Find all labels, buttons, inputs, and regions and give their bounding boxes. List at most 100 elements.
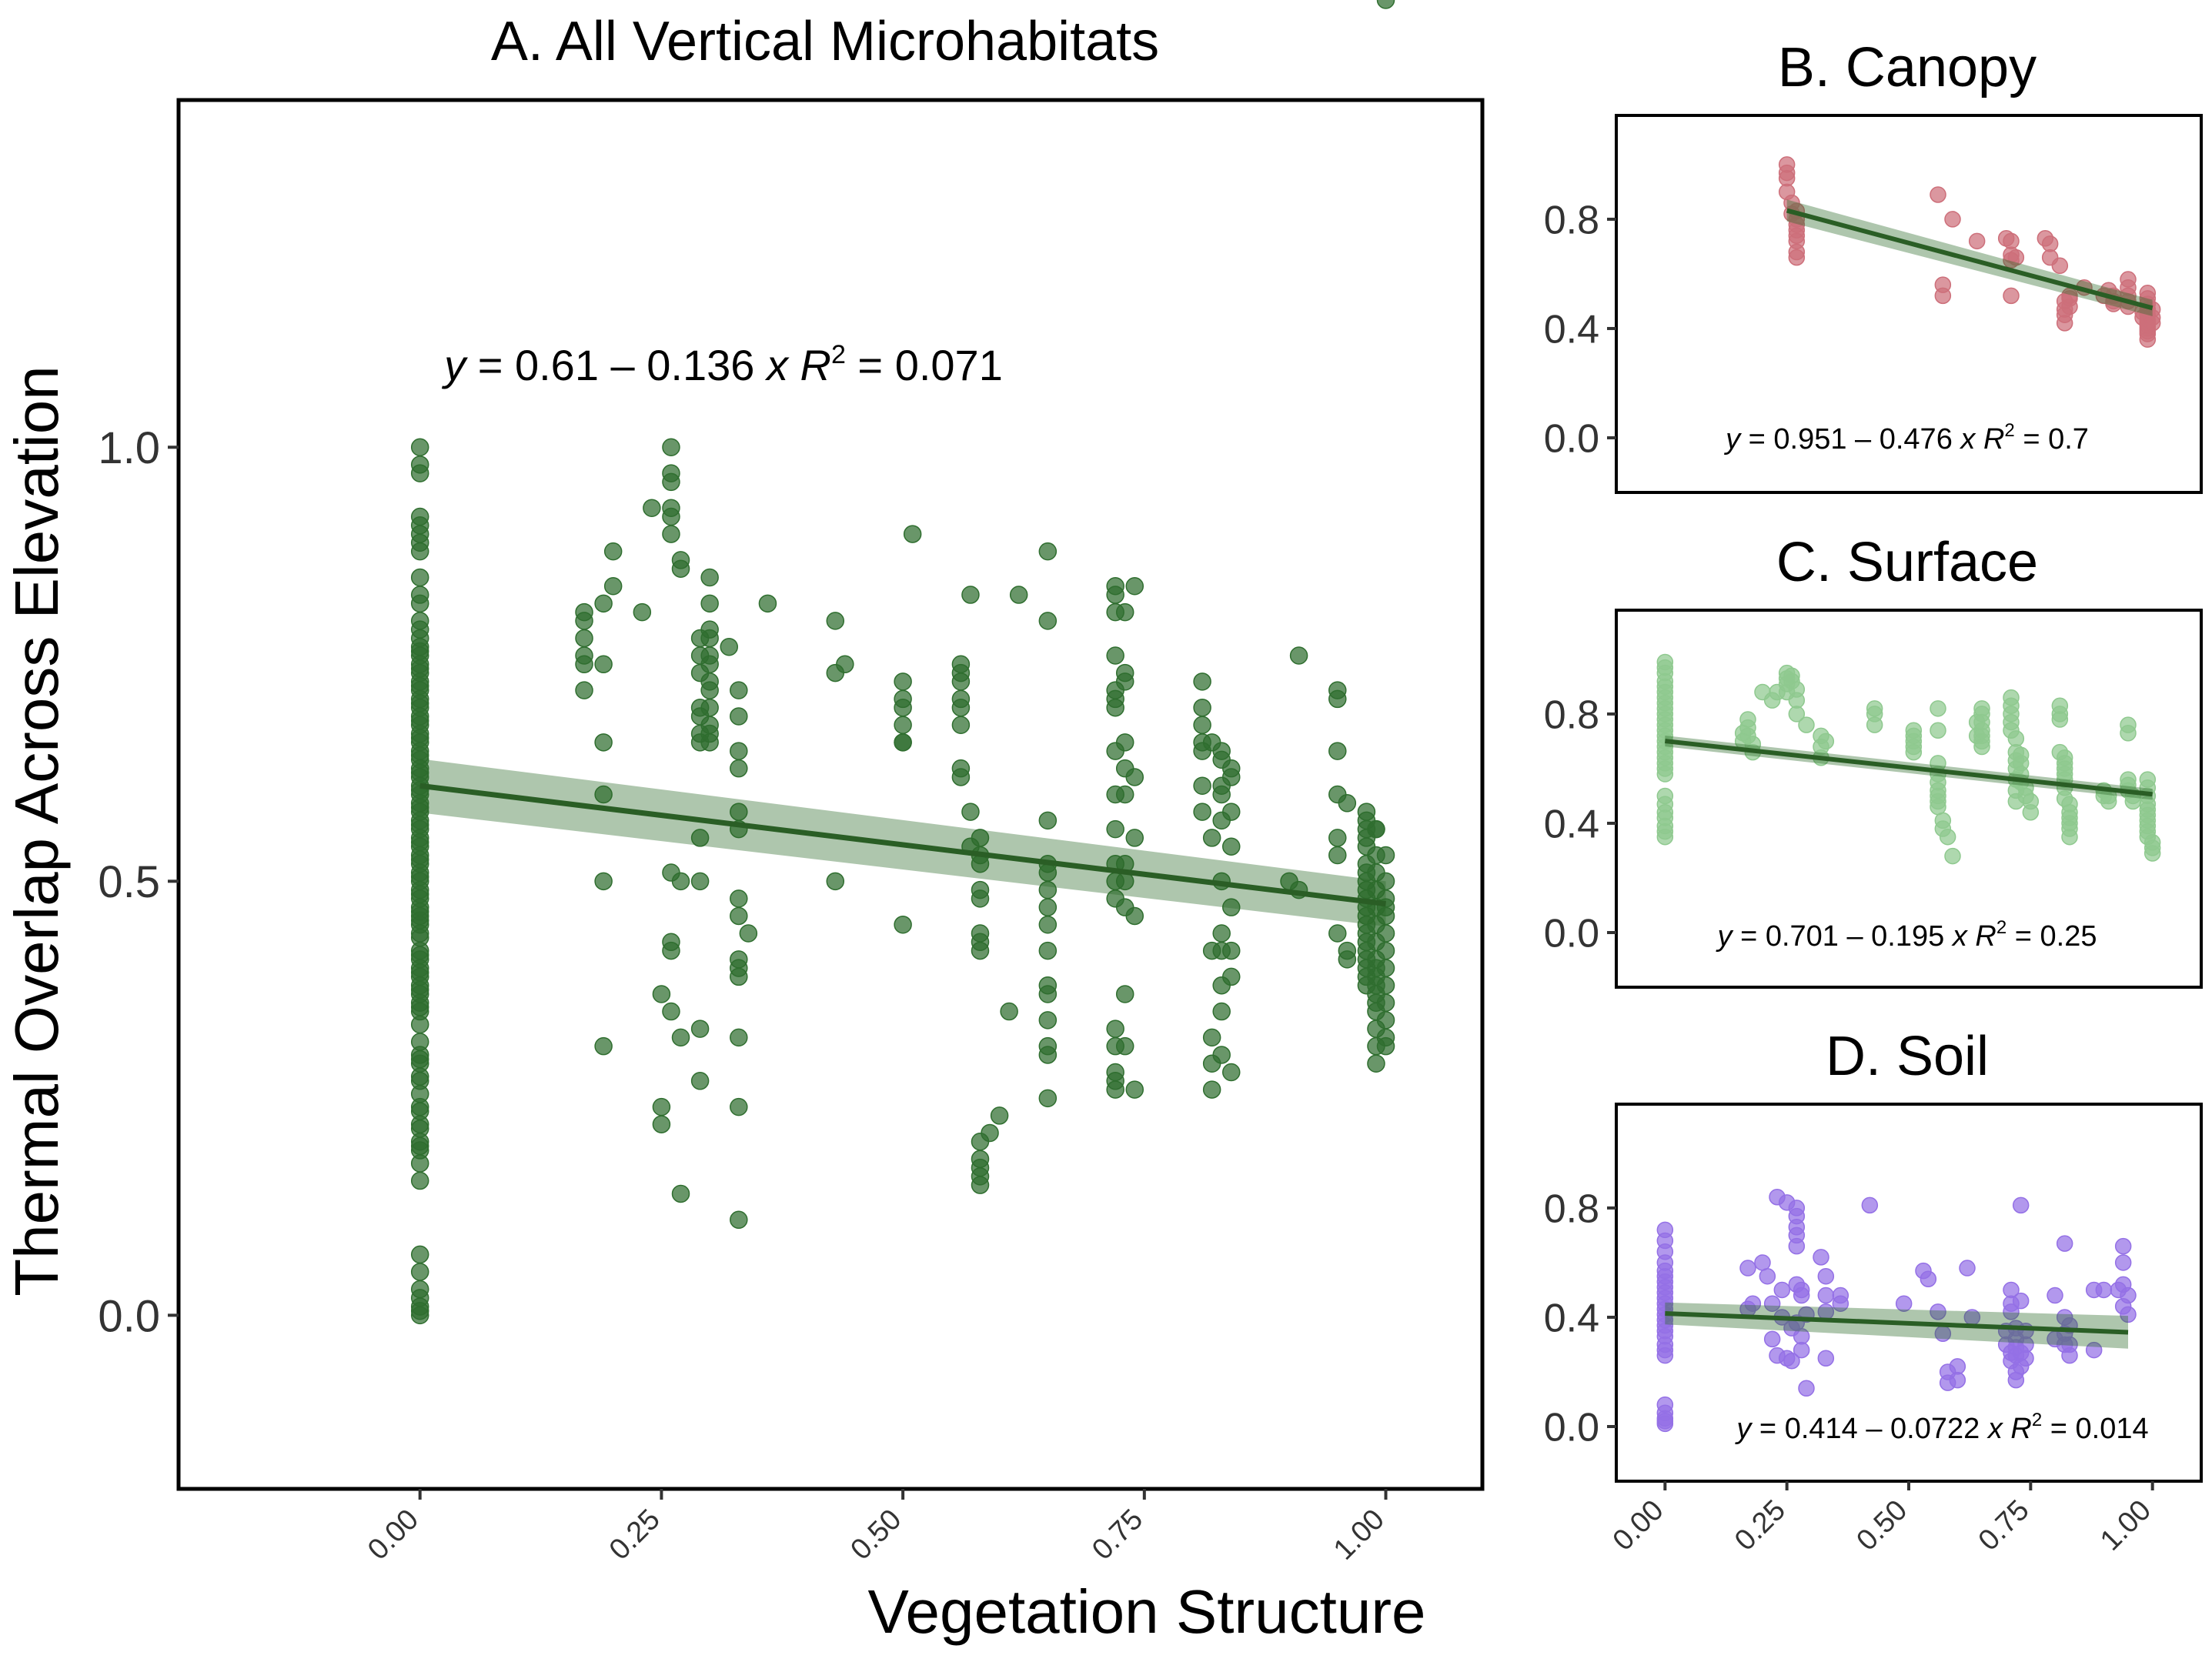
data-point — [1788, 692, 1806, 709]
data-point — [700, 733, 719, 752]
panel-b: B. Canopy 0.0 0.4 0.8 y = 0.951 – 0.476 x … — [1544, 37, 2203, 494]
data-point — [1221, 941, 1241, 960]
data-point — [1656, 766, 1674, 783]
data-point — [2003, 287, 2020, 305]
data-point — [1920, 1270, 1937, 1287]
data-point — [594, 733, 613, 752]
panel-c: C. Surface 0.0 0.4 0.8 y = 0.701 – 0.195 x… — [1544, 532, 2203, 989]
data-point — [894, 698, 912, 717]
data-point — [1376, 924, 1395, 943]
data-point — [410, 642, 429, 661]
panel-b-equation: y = 0.951 – 0.476 x R2 = 0.7 — [1723, 420, 2089, 456]
data-point — [730, 1210, 748, 1230]
panel-a-intercept: 0.61 — [515, 341, 599, 389]
data-point — [1038, 542, 1058, 561]
data-point — [1817, 733, 1835, 750]
data-point — [575, 681, 593, 699]
data-point — [410, 1120, 429, 1138]
data-point — [1221, 967, 1241, 986]
data-point — [1338, 950, 1357, 969]
data-point — [1930, 186, 1946, 203]
data-point — [1038, 941, 1058, 960]
data-point — [410, 438, 429, 456]
data-point — [730, 1097, 748, 1116]
panel-b-r2: 0.7 — [2048, 423, 2089, 456]
data-point — [1754, 1254, 1771, 1271]
data-point — [2120, 1306, 2137, 1323]
data-point — [1656, 828, 1674, 846]
data-point — [410, 867, 429, 886]
data-point — [1106, 586, 1124, 604]
data-point — [894, 672, 912, 691]
y-tick-label: 0.4 — [1544, 308, 1599, 352]
y-tick-label: 0.0 — [1544, 417, 1599, 462]
data-point — [1905, 743, 1923, 761]
data-point — [410, 729, 429, 747]
data-point — [410, 850, 429, 869]
data-point — [1788, 249, 1806, 266]
data-point — [836, 655, 854, 674]
data-point — [1038, 1046, 1058, 1064]
data-point — [410, 1171, 429, 1190]
data-point — [2047, 1287, 2063, 1304]
data-point — [410, 676, 429, 696]
data-point — [594, 1036, 613, 1056]
data-point — [1212, 1046, 1231, 1064]
panel-a: A. All Vertical Microhabitats 0.0 0.5 1.0 0… — [98, 0, 1485, 1567]
panel-d-slope: 0.0722 — [1890, 1413, 1980, 1445]
data-point — [1221, 837, 1241, 856]
panel-b-title: B. Canopy — [1778, 37, 2037, 98]
data-point — [410, 946, 429, 964]
data-point — [1106, 1080, 1124, 1099]
y-tick-label: 0.0 — [98, 1291, 160, 1341]
data-point — [603, 542, 623, 561]
data-point — [410, 911, 429, 929]
data-point — [1038, 1011, 1058, 1030]
panel-b-intercept: 0.951 — [1773, 423, 1846, 456]
data-point — [894, 915, 912, 934]
data-point — [1221, 898, 1241, 916]
data-point — [981, 1123, 999, 1143]
y-tick-label: 0.5 — [98, 857, 160, 907]
data-point — [1376, 846, 1395, 865]
data-point — [1202, 1080, 1221, 1099]
data-point — [410, 998, 429, 1016]
data-point — [410, 1154, 429, 1173]
data-point — [2120, 725, 2137, 742]
data-point — [1106, 819, 1124, 839]
data-point — [1125, 577, 1144, 596]
panel-d-intercept: 0.414 — [1785, 1413, 1858, 1445]
data-point — [1778, 169, 1796, 187]
data-point — [826, 872, 845, 891]
data-point — [410, 1015, 429, 1034]
data-point — [2056, 1235, 2073, 1252]
data-point — [961, 803, 980, 821]
data-point — [2007, 1371, 2025, 1389]
panel-d: D. Soil 0.00.40.80.00 0.25 0.50 0.75 1.00 y … — [1544, 1026, 2203, 1557]
data-point — [2041, 235, 2059, 252]
data-point — [1861, 1196, 1879, 1214]
y-tick-label: 0.8 — [1544, 693, 1599, 738]
data-point — [1376, 941, 1395, 960]
data-point — [1328, 742, 1347, 760]
data-point — [2120, 1287, 2137, 1304]
data-point — [700, 698, 719, 717]
data-point — [1106, 698, 1124, 717]
data-point — [903, 525, 922, 543]
data-point — [2051, 257, 2069, 275]
data-point — [575, 612, 593, 630]
data-point — [1944, 847, 1961, 865]
data-point — [1949, 1371, 1966, 1389]
data-point — [826, 612, 845, 630]
data-point — [1817, 1350, 1835, 1367]
data-point — [2144, 315, 2161, 332]
data-point — [575, 655, 593, 674]
data-point — [1038, 1089, 1058, 1108]
data-point — [1763, 1330, 1781, 1348]
data-point — [1930, 1303, 1946, 1320]
data-point — [410, 885, 429, 903]
data-point — [730, 707, 748, 726]
data-point — [1193, 698, 1211, 717]
panel-a-frame — [176, 98, 1485, 1491]
data-point — [410, 711, 429, 730]
